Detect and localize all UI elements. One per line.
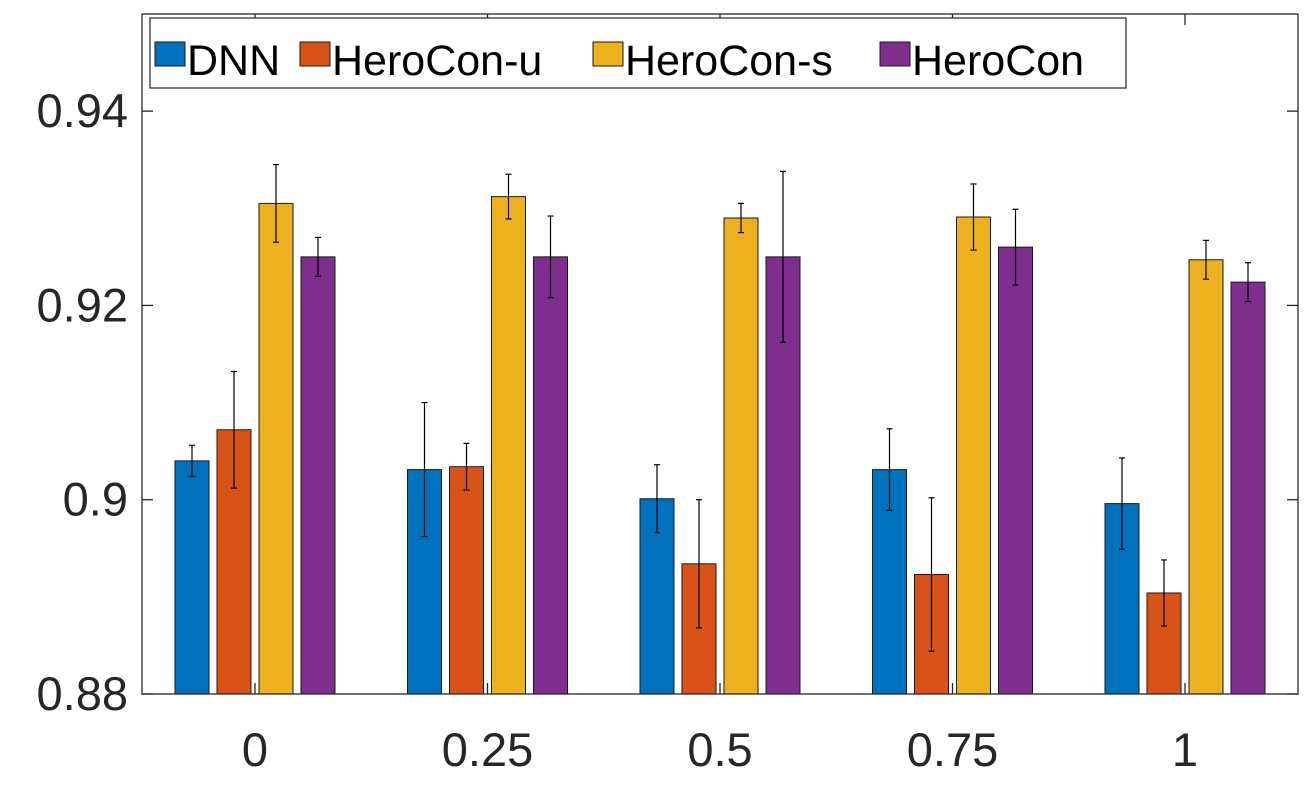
- y-tick-label-0: 0.88: [37, 667, 128, 720]
- x-tick-label-0: 0: [242, 723, 268, 776]
- bar-herocon-3: [998, 246, 1033, 695]
- legend-label-dnn: DNN: [187, 37, 280, 85]
- y-tick-label-2: 0.92: [37, 278, 128, 331]
- y-tick-label-1: 0.9: [63, 473, 128, 526]
- x-tick-label-4: 1: [1172, 723, 1198, 776]
- legend-label-herocon: HeroCon: [912, 37, 1084, 85]
- y-tick-label-3: 0.94: [37, 84, 128, 137]
- legend-swatch-dnn: [154, 41, 186, 67]
- legend-label-herocon-u: HeroCon-u: [332, 37, 542, 85]
- bar-herocon-s-4: [1188, 259, 1224, 695]
- legend-swatch-herocon-s: [592, 41, 624, 67]
- bar-herocon-s-0: [258, 202, 294, 695]
- bar-herocon-1: [533, 256, 568, 695]
- bar-herocon-u-1: [449, 466, 484, 695]
- legend-swatch-herocon: [879, 41, 911, 67]
- legend-swatch-herocon-u: [299, 41, 331, 67]
- legend-label-herocon-s: HeroCon-s: [625, 37, 833, 85]
- bar-dnn-0: [174, 460, 210, 695]
- x-tick-label-3: 0.75: [907, 723, 998, 776]
- x-tick-label-2: 0.5: [687, 723, 752, 776]
- bar-herocon-4: [1230, 281, 1266, 695]
- x-tick-label-1: 0.25: [442, 723, 533, 776]
- bar-herocon-s-1: [491, 196, 526, 695]
- bar-herocon-0: [300, 256, 336, 695]
- bar-herocon-s-3: [956, 216, 991, 695]
- bar-herocon-s-2: [723, 217, 759, 695]
